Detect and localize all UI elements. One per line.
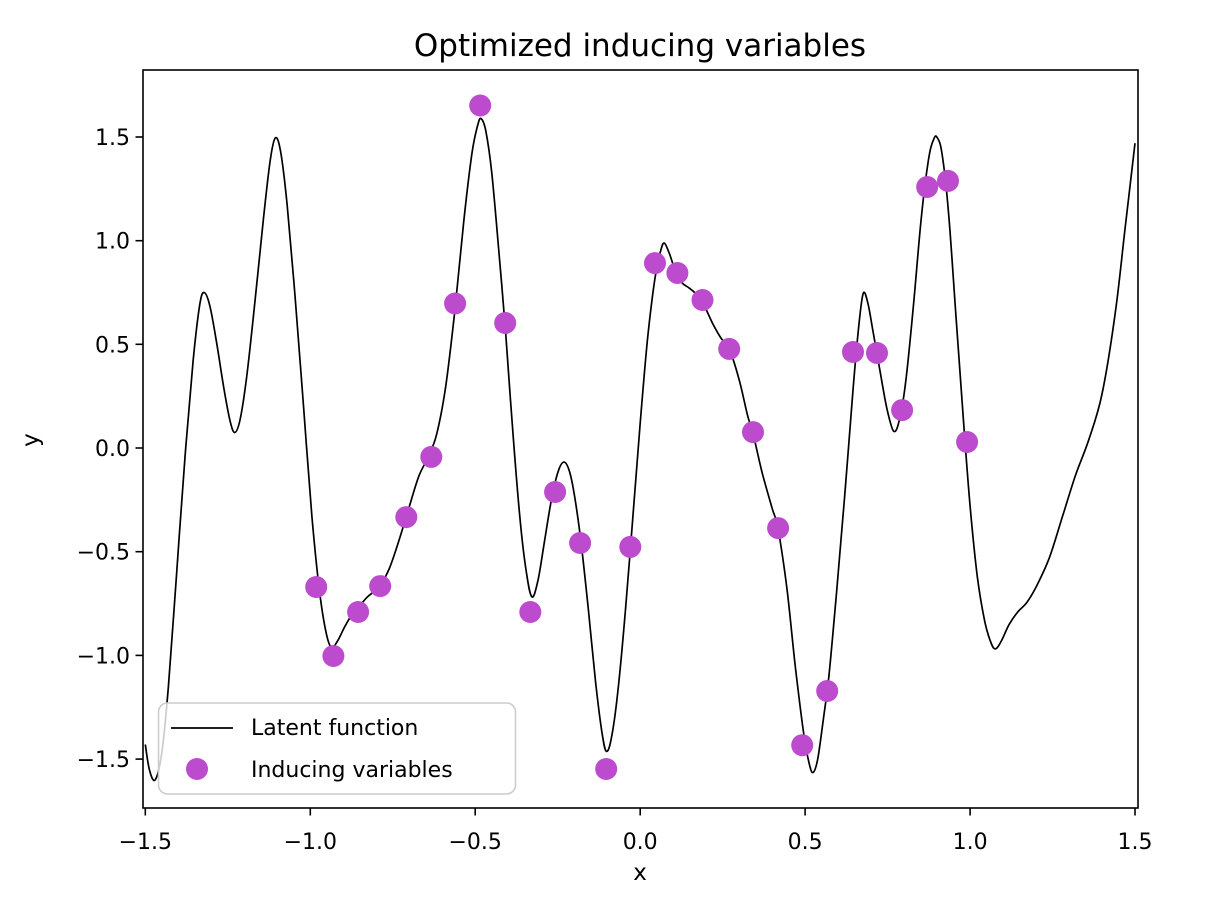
latent-function-line bbox=[144, 117, 1136, 782]
inducing-point bbox=[891, 399, 914, 422]
x-tick-label: 1.5 bbox=[1118, 830, 1153, 855]
inducing-point bbox=[347, 601, 370, 623]
inducing-point bbox=[816, 680, 839, 702]
inducing-point bbox=[956, 431, 979, 453]
inducing-point bbox=[494, 312, 517, 334]
inducing-point bbox=[595, 758, 618, 780]
inducing-point bbox=[322, 645, 345, 667]
inducing-point bbox=[544, 481, 567, 503]
inducing-point bbox=[469, 94, 492, 117]
y-axis-label: y bbox=[18, 433, 44, 447]
y-tick-label: 0.0 bbox=[95, 437, 130, 462]
x-tick-label: −0.5 bbox=[448, 830, 501, 855]
legend-label-latent-function: Latent function bbox=[251, 716, 418, 741]
inducing-point bbox=[718, 337, 741, 360]
y-tick-label: −1.5 bbox=[77, 748, 130, 773]
inducing-point bbox=[916, 176, 939, 198]
inducing-point bbox=[444, 292, 467, 315]
x-tick-label: −1.5 bbox=[119, 830, 172, 855]
inducing-point bbox=[644, 252, 666, 275]
inducing-point bbox=[619, 535, 642, 558]
legend-dot-sample-icon bbox=[186, 758, 208, 780]
inducing-point bbox=[937, 169, 959, 192]
inducing-point bbox=[866, 342, 888, 364]
x-axis-label: x bbox=[633, 860, 647, 886]
inducing-point bbox=[767, 517, 790, 540]
inducing-points-layer bbox=[305, 94, 979, 780]
inducing-point bbox=[842, 341, 864, 363]
y-tick-label: −0.5 bbox=[77, 541, 130, 566]
x-tick-label: −1.0 bbox=[284, 830, 337, 855]
inducing-point bbox=[420, 445, 443, 468]
x-tick-label: 0.5 bbox=[788, 830, 823, 855]
inducing-point bbox=[691, 289, 714, 311]
inducing-point bbox=[742, 421, 764, 444]
x-tick-label: 1.0 bbox=[953, 830, 988, 855]
axis-ticks: −1.5 −1.0 −0.5 0.0 0.5 1.0 1.5 −1.5 −1.0 −0.5 0.0 0… bbox=[77, 126, 1153, 855]
x-tick-label: 0.0 bbox=[623, 830, 658, 855]
chart-title: Optimized inducing variables bbox=[414, 28, 866, 64]
inducing-point bbox=[395, 506, 418, 529]
y-tick-label: 1.5 bbox=[95, 126, 130, 151]
inducing-point bbox=[791, 734, 814, 757]
inducing-point bbox=[519, 601, 542, 623]
legend-box bbox=[157, 702, 517, 795]
inducing-point bbox=[666, 262, 689, 284]
y-tick-label: 1.0 bbox=[95, 230, 130, 255]
y-tick-label: 0.5 bbox=[95, 333, 130, 358]
inducing-point bbox=[569, 532, 592, 554]
legend-label-inducing-variables: Inducing variables bbox=[251, 758, 453, 783]
legend: Latent function Inducing variables bbox=[157, 702, 517, 795]
inducing-point bbox=[305, 576, 328, 598]
plot-frame bbox=[142, 69, 1139, 809]
y-tick-label: −1.0 bbox=[77, 644, 130, 669]
inducing-point bbox=[369, 575, 392, 598]
